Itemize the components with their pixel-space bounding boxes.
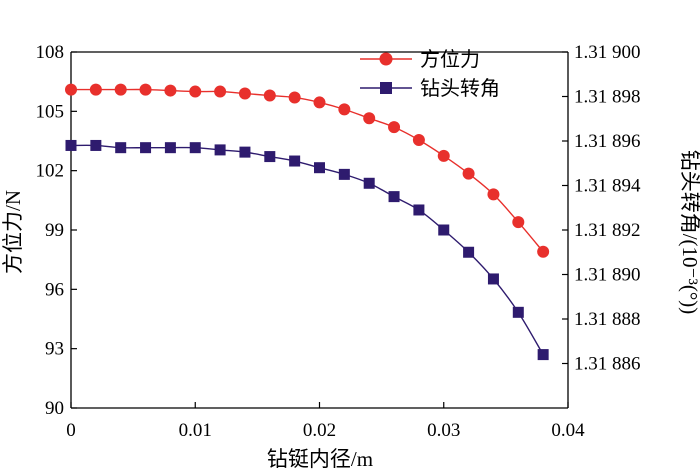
right-tick-label: 1.31 900 (574, 42, 641, 63)
data-point-series-1 (164, 84, 177, 97)
data-point-series-1 (238, 87, 251, 100)
data-point-series-2 (512, 306, 524, 318)
data-point-series-1 (462, 167, 475, 180)
left-tick-label: 102 (36, 161, 65, 182)
series-markers (65, 83, 550, 361)
right-tick-label: 1.31 886 (574, 354, 641, 375)
left-tick-label: 96 (45, 279, 64, 300)
x-tick-label: 0.04 (551, 420, 585, 441)
left-tick-label: 90 (45, 398, 64, 419)
data-point-series-2 (537, 349, 549, 361)
data-point-series-1 (89, 83, 102, 96)
right-tick-label: 1.31 890 (574, 265, 641, 286)
data-point-series-2 (363, 177, 375, 189)
x-tick-label: 0.01 (179, 420, 212, 441)
left-tick-label: 105 (36, 101, 65, 122)
data-point-series-1 (363, 112, 376, 125)
x-tick-label: 0.02 (303, 420, 336, 441)
data-point-series-2 (189, 142, 201, 154)
data-point-series-2 (487, 273, 499, 285)
data-point-series-1 (214, 85, 227, 98)
data-point-series-2 (115, 142, 127, 154)
data-point-series-1 (537, 245, 550, 258)
left-tick-label: 99 (45, 220, 64, 241)
x-tick-label: 0 (66, 420, 76, 441)
right-tick-label: 1.31 896 (574, 131, 641, 152)
left-tick-label: 93 (45, 339, 64, 360)
data-point-series-2 (140, 142, 152, 154)
data-point-series-1 (65, 83, 77, 96)
data-point-series-1 (288, 91, 301, 104)
data-point-series-1 (313, 96, 326, 109)
data-point-series-2 (413, 204, 425, 216)
data-point-series-2 (314, 162, 325, 174)
data-point-series-1 (412, 134, 425, 147)
right-axis-label: 钻头转角/(10⁻³(°)) (678, 150, 700, 315)
legend-label-series-2: 钻头转角 (420, 77, 500, 100)
data-point-series-2 (65, 139, 77, 151)
data-point-series-2 (90, 139, 102, 151)
data-point-series-1 (189, 85, 202, 98)
data-point-series-1 (139, 83, 152, 96)
x-tick-label: 0.03 (427, 420, 460, 441)
legend-marker-series-2 (380, 82, 392, 94)
x-axis-label: 钻铤内径/m (267, 447, 373, 471)
data-point-series-1 (338, 103, 351, 116)
right-tick-label: 1.31 892 (574, 220, 641, 241)
data-point-series-1 (114, 83, 127, 96)
legend-marker-series-1 (379, 52, 393, 66)
data-point-series-2 (438, 224, 450, 236)
data-point-series-2 (214, 144, 226, 156)
right-tick-label: 1.31 898 (574, 87, 641, 108)
data-point-series-2 (463, 246, 475, 258)
left-axis-label: 方位力/N (1, 190, 25, 274)
series-lines (70, 88, 544, 355)
left-tick-label: 108 (36, 42, 65, 63)
data-point-series-2 (164, 142, 176, 154)
right-tick-label: 1.31 888 (574, 309, 641, 330)
data-point-series-1 (487, 188, 500, 201)
legend: 方位力 钻头转角 (360, 48, 500, 100)
right-tick-label: 1.31 894 (574, 176, 641, 197)
data-point-series-1 (388, 121, 401, 134)
legend-label-series-1: 方位力 (420, 48, 480, 71)
axes: 0 0.01 0.02 0.03 0.04 90 93 96 99 102 105 108 1.31 8… (36, 42, 642, 441)
data-point-series-2 (338, 168, 350, 180)
data-point-series-2 (239, 146, 251, 158)
data-point-series-1 (437, 149, 450, 162)
data-point-series-1 (512, 216, 525, 229)
data-point-series-2 (289, 155, 301, 167)
data-point-series-2 (264, 151, 276, 163)
data-point-series-2 (388, 191, 400, 203)
data-point-series-1 (263, 89, 276, 102)
